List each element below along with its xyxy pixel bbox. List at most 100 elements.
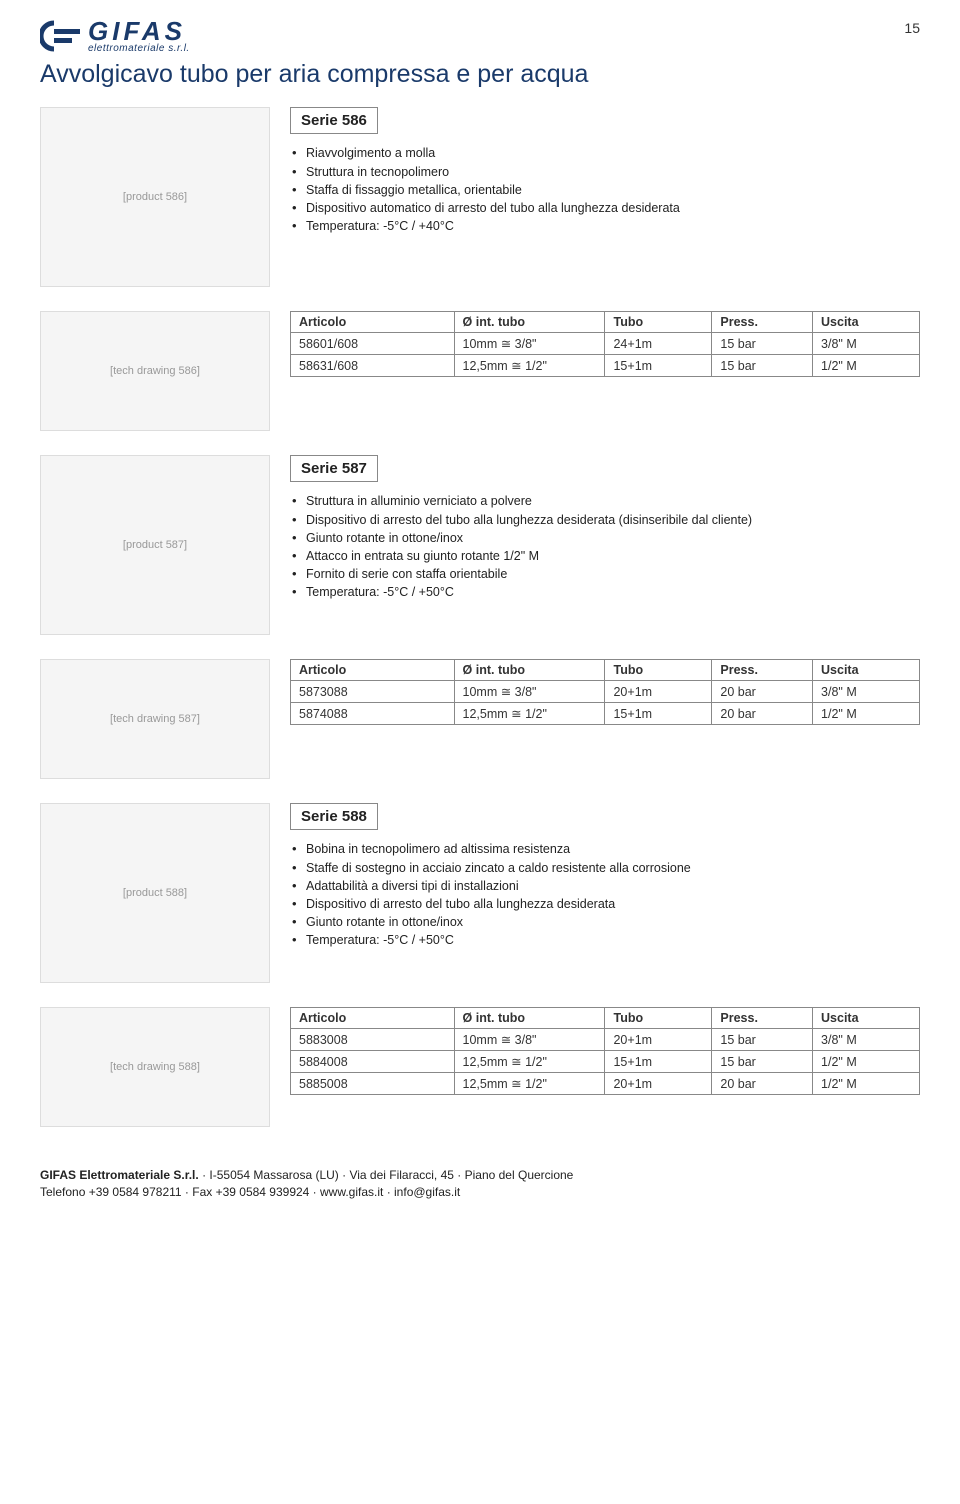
td: 20 bar — [712, 681, 813, 703]
footer-address: · I-55054 Massarosa (LU) · Via dei Filar… — [199, 1168, 574, 1182]
feature-item: Giunto rotante in ottone/inox — [292, 529, 920, 547]
td: 15 bar — [712, 355, 813, 377]
logo-main-text: GIFAS — [88, 20, 190, 43]
spec-table-586: Articolo Ø int. tubo Tubo Press. Uscita … — [290, 311, 920, 377]
feature-item: Temperatura: -5°C / +40°C — [292, 217, 920, 235]
section-586-table: [tech drawing 586] Articolo Ø int. tubo … — [40, 311, 920, 431]
serie-587-label: Serie 587 — [290, 455, 378, 482]
feature-item: Giunto rotante in ottone/inox — [292, 913, 920, 931]
td: 15 bar — [712, 1051, 813, 1073]
feature-item: Temperatura: -5°C / +50°C — [292, 583, 920, 601]
section-586-intro: [product 586] Serie 586 Riavvolgimento a… — [40, 107, 920, 287]
feature-item: Adattabilità a diversi tipi di installaz… — [292, 877, 920, 895]
td: 1/2" M — [813, 703, 920, 725]
spec-table-587: Articolo Ø int. tubo Tubo Press. Uscita … — [290, 659, 920, 725]
td: 1/2" M — [813, 355, 920, 377]
td: 12,5mm ≅ 1/2" — [454, 1051, 605, 1073]
feature-item: Temperatura: -5°C / +50°C — [292, 931, 920, 949]
th: Articolo — [291, 660, 455, 681]
feature-item: Dispositivo di arresto del tubo alla lun… — [292, 895, 920, 913]
feature-item: Bobina in tecnopolimero ad altissima res… — [292, 840, 920, 858]
th: Tubo — [605, 312, 712, 333]
td: 20+1m — [605, 681, 712, 703]
table-row: 58601/608 10mm ≅ 3/8" 24+1m 15 bar 3/8" … — [291, 333, 920, 355]
td: 20 bar — [712, 703, 813, 725]
td: 15+1m — [605, 355, 712, 377]
td: 58631/608 — [291, 355, 455, 377]
feature-item: Staffe di sostegno in acciaio zincato a … — [292, 859, 920, 877]
td: 10mm ≅ 3/8" — [454, 681, 605, 703]
td: 12,5mm ≅ 1/2" — [454, 355, 605, 377]
td: 1/2" M — [813, 1073, 920, 1095]
feature-item: Riavvolgimento a molla — [292, 144, 920, 162]
td: 10mm ≅ 3/8" — [454, 333, 605, 355]
product-image-586: [product 586] — [40, 107, 270, 287]
td: 20+1m — [605, 1029, 712, 1051]
feature-item: Struttura in alluminio verniciato a polv… — [292, 492, 920, 510]
td: 3/8" M — [813, 681, 920, 703]
td: 20+1m — [605, 1073, 712, 1095]
td: 5884008 — [291, 1051, 455, 1073]
td: 24+1m — [605, 333, 712, 355]
th: Uscita — [813, 660, 920, 681]
th: Ø int. tubo — [454, 660, 605, 681]
th: Articolo — [291, 312, 455, 333]
feature-item: Staffa di fissaggio metallica, orientabi… — [292, 181, 920, 199]
td: 5885008 — [291, 1073, 455, 1095]
th: Uscita — [813, 312, 920, 333]
th: Uscita — [813, 1008, 920, 1029]
td: 58601/608 — [291, 333, 455, 355]
th: Tubo — [605, 1008, 712, 1029]
feature-item: Dispositivo di arresto del tubo alla lun… — [292, 511, 920, 529]
table-row: 5873088 10mm ≅ 3/8" 20+1m 20 bar 3/8" M — [291, 681, 920, 703]
feature-item: Fornito di serie con staffa orientabile — [292, 565, 920, 583]
features-587: Struttura in alluminio verniciato a polv… — [290, 492, 920, 601]
table-row: 5884008 12,5mm ≅ 1/2" 15+1m 15 bar 1/2" … — [291, 1051, 920, 1073]
footer-company: GIFAS Elettromateriale S.r.l. — [40, 1168, 199, 1182]
feature-item: Struttura in tecnopolimero — [292, 163, 920, 181]
td: 12,5mm ≅ 1/2" — [454, 703, 605, 725]
th: Ø int. tubo — [454, 312, 605, 333]
td: 15+1m — [605, 1051, 712, 1073]
td: 5874088 — [291, 703, 455, 725]
logo-icon — [40, 20, 82, 52]
logo: GIFAS elettromateriale s.r.l. — [40, 20, 190, 54]
serie-586-label: Serie 586 — [290, 107, 378, 134]
th: Press. — [712, 1008, 813, 1029]
section-588-intro: [product 588] Serie 588 Bobina in tecnop… — [40, 803, 920, 983]
td: 20 bar — [712, 1073, 813, 1095]
td: 3/8" M — [813, 333, 920, 355]
th: Ø int. tubo — [454, 1008, 605, 1029]
section-587-intro: [product 587] Serie 587 Struttura in all… — [40, 455, 920, 635]
th: Press. — [712, 660, 813, 681]
drawing-587: [tech drawing 587] — [40, 659, 270, 779]
td: 12,5mm ≅ 1/2" — [454, 1073, 605, 1095]
table-row: 5874088 12,5mm ≅ 1/2" 15+1m 20 bar 1/2" … — [291, 703, 920, 725]
page-title: Avvolgicavo tubo per aria compressa e pe… — [40, 60, 920, 89]
drawing-586: [tech drawing 586] — [40, 311, 270, 431]
serie-588-label: Serie 588 — [290, 803, 378, 830]
product-image-587: [product 587] — [40, 455, 270, 635]
table-row: 58631/608 12,5mm ≅ 1/2" 15+1m 15 bar 1/2… — [291, 355, 920, 377]
page-header: GIFAS elettromateriale s.r.l. 15 — [40, 20, 920, 54]
td: 5873088 — [291, 681, 455, 703]
logo-sub-text: elettromateriale s.r.l. — [88, 43, 190, 54]
features-586: Riavvolgimento a molla Struttura in tecn… — [290, 144, 920, 235]
feature-item: Dispositivo automatico di arresto del tu… — [292, 199, 920, 217]
spec-table-588: Articolo Ø int. tubo Tubo Press. Uscita … — [290, 1007, 920, 1095]
drawing-588: [tech drawing 588] — [40, 1007, 270, 1127]
th: Press. — [712, 312, 813, 333]
feature-item: Attacco in entrata su giunto rotante 1/2… — [292, 547, 920, 565]
page-number: 15 — [904, 20, 920, 36]
product-image-588: [product 588] — [40, 803, 270, 983]
th: Articolo — [291, 1008, 455, 1029]
table-row: 5885008 12,5mm ≅ 1/2" 20+1m 20 bar 1/2" … — [291, 1073, 920, 1095]
footer-contact: Telefono +39 0584 978211 · Fax +39 0584 … — [40, 1184, 920, 1201]
td: 10mm ≅ 3/8" — [454, 1029, 605, 1051]
td: 15 bar — [712, 333, 813, 355]
td: 1/2" M — [813, 1051, 920, 1073]
td: 3/8" M — [813, 1029, 920, 1051]
th: Tubo — [605, 660, 712, 681]
td: 15 bar — [712, 1029, 813, 1051]
section-587-table: [tech drawing 587] Articolo Ø int. tubo … — [40, 659, 920, 779]
